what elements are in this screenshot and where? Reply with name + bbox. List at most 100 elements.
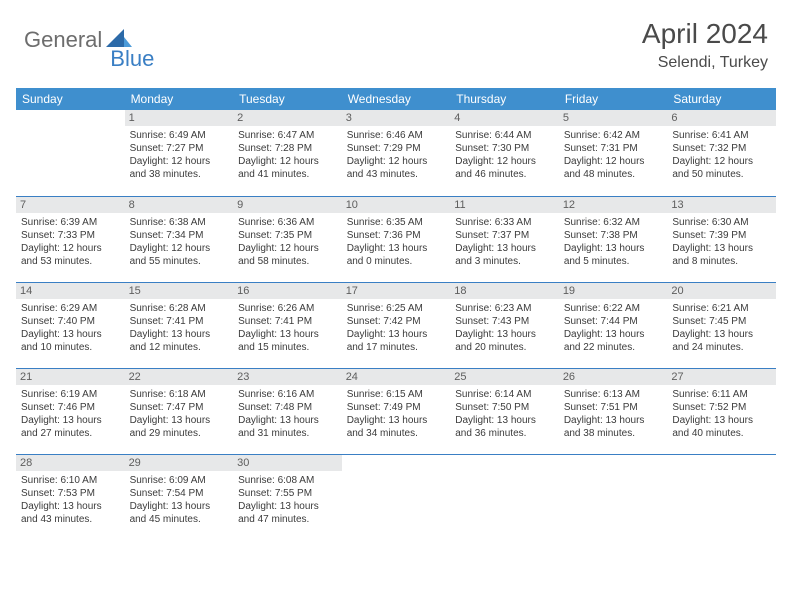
calendar-day-cell: 18Sunrise: 6:23 AMSunset: 7:43 PMDayligh… [450, 282, 559, 368]
calendar-day-cell: 11Sunrise: 6:33 AMSunset: 7:37 PMDayligh… [450, 196, 559, 282]
daylight-line: Daylight: 13 hours and 34 minutes. [347, 414, 446, 440]
daylight-line: Daylight: 13 hours and 0 minutes. [347, 242, 446, 268]
col-tuesday: Tuesday [233, 88, 342, 110]
sunset-line: Sunset: 7:48 PM [238, 401, 337, 414]
sunrise-line: Sunrise: 6:18 AM [130, 388, 229, 401]
sunrise-line: Sunrise: 6:35 AM [347, 216, 446, 229]
daylight-line: Daylight: 12 hours and 38 minutes. [130, 155, 229, 181]
daylight-line: Daylight: 13 hours and 5 minutes. [564, 242, 663, 268]
sunset-line: Sunset: 7:31 PM [564, 142, 663, 155]
calendar-day-cell: 12 Sunrise: 6:32 AMSunset: 7:38 PMDayligh… [559, 196, 668, 282]
month-title: April 2024 [642, 18, 768, 50]
sunset-line: Sunset: 7:51 PM [564, 401, 663, 414]
col-monday: Monday [125, 88, 234, 110]
day-number: 22 [125, 369, 234, 385]
daylight-line: Daylight: 12 hours and 41 minutes. [238, 155, 337, 181]
daylight-line: Daylight: 13 hours and 8 minutes. [672, 242, 771, 268]
calendar-day-cell: 13Sunrise: 6:30 AMSunset: 7:39 PMDayligh… [667, 196, 776, 282]
sunrise-line: Sunrise: 6:46 AM [347, 129, 446, 142]
sunset-line: Sunset: 7:40 PM [21, 315, 120, 328]
sunrise-line: Sunrise: 6:33 AM [455, 216, 554, 229]
day-number: 21 [16, 369, 125, 385]
sunset-line: Sunset: 7:46 PM [21, 401, 120, 414]
sunrise-line: Sunrise: 6:13 AM [564, 388, 663, 401]
daylight-line: Daylight: 13 hours and 43 minutes. [21, 500, 120, 526]
brand-part1: General [24, 27, 102, 53]
calendar-day-cell [342, 454, 451, 540]
day-number: 4 [450, 110, 559, 126]
daylight-line: Daylight: 13 hours and 31 minutes. [238, 414, 337, 440]
calendar-day-cell: 15Sunrise: 6:28 AMSunset: 7:41 PMDayligh… [125, 282, 234, 368]
calendar-day-cell: 30Sunrise: 6:08 AMSunset: 7:55 PMDayligh… [233, 454, 342, 540]
sunrise-line: Sunrise: 6:36 AM [238, 216, 337, 229]
day-number: 25 [450, 369, 559, 385]
sunrise-line: Sunrise: 6:23 AM [455, 302, 554, 315]
sunrise-line: Sunrise: 6:38 AM [130, 216, 229, 229]
location-label: Selendi, Turkey [642, 54, 768, 72]
sunrise-line: Sunrise: 6:39 AM [21, 216, 120, 229]
calendar-table: Sunday Monday Tuesday Wednesday Thursday… [16, 88, 776, 540]
calendar-day-cell: 3Sunrise: 6:46 AMSunset: 7:29 PMDaylight… [342, 110, 451, 196]
sunrise-line: Sunrise: 6:41 AM [672, 129, 771, 142]
day-number: 10 [342, 197, 451, 213]
sunrise-line: Sunrise: 6:32 AM [564, 216, 663, 229]
day-number: 29 [125, 455, 234, 471]
calendar-day-cell: 6Sunrise: 6:41 AMSunset: 7:32 PMDaylight… [667, 110, 776, 196]
calendar-day-cell: 16Sunrise: 6:26 AMSunset: 7:41 PMDayligh… [233, 282, 342, 368]
daylight-line: Daylight: 13 hours and 24 minutes. [672, 328, 771, 354]
calendar-day-cell [16, 110, 125, 196]
daylight-line: Daylight: 13 hours and 38 minutes. [564, 414, 663, 440]
sunrise-line: Sunrise: 6:22 AM [564, 302, 663, 315]
day-number: 30 [233, 455, 342, 471]
day-number: 1 [125, 110, 234, 126]
sunrise-line: Sunrise: 6:44 AM [455, 129, 554, 142]
sunrise-line: Sunrise: 6:47 AM [238, 129, 337, 142]
brand-part2: Blue [110, 46, 154, 72]
sunrise-line: Sunrise: 6:09 AM [130, 474, 229, 487]
sunset-line: Sunset: 7:52 PM [672, 401, 771, 414]
day-number: 5 [559, 110, 668, 126]
sunset-line: Sunset: 7:38 PM [564, 229, 663, 242]
day-number: 15 [125, 283, 234, 299]
day-number: 2 [233, 110, 342, 126]
day-number: 26 [559, 369, 668, 385]
calendar-week-row: 1Sunrise: 6:49 AMSunset: 7:27 PMDaylight… [16, 110, 776, 196]
sunrise-line: Sunrise: 6:10 AM [21, 474, 120, 487]
col-thursday: Thursday [450, 88, 559, 110]
sunrise-line: Sunrise: 6:29 AM [21, 302, 120, 315]
sunset-line: Sunset: 7:29 PM [347, 142, 446, 155]
daylight-line: Daylight: 12 hours and 58 minutes. [238, 242, 337, 268]
sunset-line: Sunset: 7:49 PM [347, 401, 446, 414]
daylight-line: Daylight: 13 hours and 40 minutes. [672, 414, 771, 440]
sunset-line: Sunset: 7:45 PM [672, 315, 771, 328]
title-block: April 2024 Selendi, Turkey [642, 18, 768, 72]
calendar-day-cell: 19Sunrise: 6:22 AMSunset: 7:44 PMDayligh… [559, 282, 668, 368]
day-number: 16 [233, 283, 342, 299]
sunset-line: Sunset: 7:55 PM [238, 487, 337, 500]
sunset-line: Sunset: 7:27 PM [130, 142, 229, 155]
sunset-line: Sunset: 7:36 PM [347, 229, 446, 242]
daylight-line: Daylight: 13 hours and 12 minutes. [130, 328, 229, 354]
calendar-day-cell: 2Sunrise: 6:47 AMSunset: 7:28 PMDaylight… [233, 110, 342, 196]
daylight-line: Daylight: 13 hours and 20 minutes. [455, 328, 554, 354]
calendar-day-cell: 23Sunrise: 6:16 AMSunset: 7:48 PMDayligh… [233, 368, 342, 454]
calendar-day-cell: 28Sunrise: 6:10 AMSunset: 7:53 PMDayligh… [16, 454, 125, 540]
day-number: 11 [450, 197, 559, 213]
daylight-line: Daylight: 12 hours and 55 minutes. [130, 242, 229, 268]
day-number: 6 [667, 110, 776, 126]
daylight-line: Daylight: 12 hours and 43 minutes. [347, 155, 446, 181]
day-number: 20 [667, 283, 776, 299]
sunset-line: Sunset: 7:32 PM [672, 142, 771, 155]
calendar-day-cell: 9Sunrise: 6:36 AMSunset: 7:35 PMDaylight… [233, 196, 342, 282]
sunset-line: Sunset: 7:39 PM [672, 229, 771, 242]
sunset-line: Sunset: 7:41 PM [130, 315, 229, 328]
day-number: 12 [559, 197, 668, 213]
day-number: 27 [667, 369, 776, 385]
calendar-day-cell: 24Sunrise: 6:15 AMSunset: 7:49 PMDayligh… [342, 368, 451, 454]
sunrise-line: Sunrise: 6:30 AM [672, 216, 771, 229]
day-number: 23 [233, 369, 342, 385]
daylight-line: Daylight: 13 hours and 10 minutes. [21, 328, 120, 354]
sunset-line: Sunset: 7:34 PM [130, 229, 229, 242]
sunset-line: Sunset: 7:44 PM [564, 315, 663, 328]
daylight-line: Daylight: 13 hours and 15 minutes. [238, 328, 337, 354]
